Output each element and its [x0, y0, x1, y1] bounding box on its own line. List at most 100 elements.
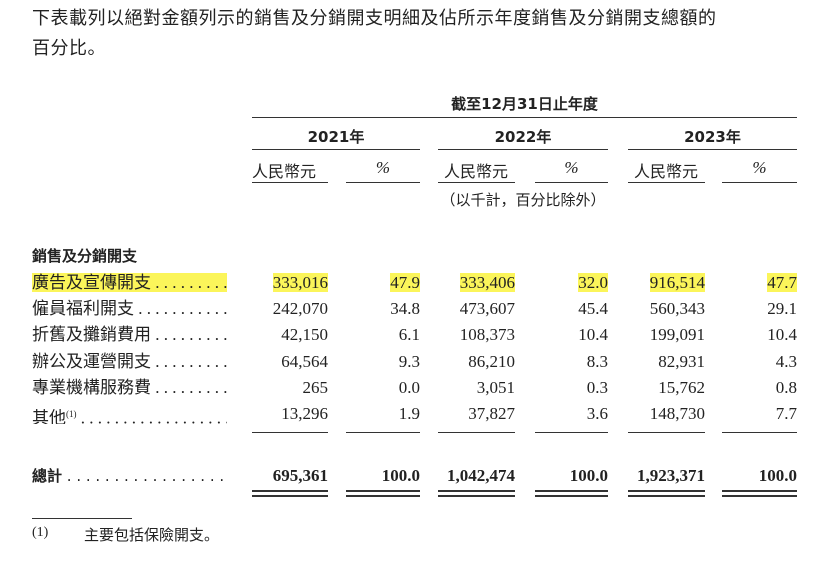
percent-value: 100.0: [569, 466, 608, 485]
amount-value: 148,730: [649, 404, 705, 423]
row-label: 廣告及宣傳開支 . . . . . . . . . . . . . . . . …: [32, 273, 227, 293]
row-label-text: 專業機構服務費: [32, 377, 151, 397]
table-cell: 37,827: [438, 404, 515, 424]
percent-value: 32.0: [578, 273, 608, 292]
percent-value: 29.1: [767, 299, 797, 319]
amount-value: 86,210: [468, 351, 515, 371]
amount-value: 13,296: [281, 404, 328, 423]
amount-value: 695,361: [272, 466, 328, 485]
table-cell: 0.3: [535, 378, 608, 398]
unit-note: （以千計，百分比除外）: [440, 191, 606, 209]
currency-2022: 人民幣元: [444, 162, 509, 181]
percent-value: 47.9: [390, 273, 420, 292]
percent-2023: %: [752, 158, 767, 177]
table-cell: 29.1: [722, 299, 797, 319]
table-cell: 3.6: [535, 404, 608, 424]
table-cell: 1,042,474: [438, 466, 515, 486]
table-cell: 916,514: [628, 273, 705, 293]
percent-value: 0.3: [586, 377, 608, 397]
table-cell: 7.7: [722, 404, 797, 424]
table-cell: 100.0: [346, 466, 420, 486]
table-cell: 34.8: [346, 299, 420, 319]
double-underline: [438, 490, 515, 492]
table-cell: 242,070: [252, 299, 328, 319]
footnote-text: 主要包括保險開支。: [84, 528, 220, 544]
double-underline: [722, 495, 797, 497]
percent-value: 100.0: [381, 466, 420, 485]
double-underline: [535, 495, 608, 497]
double-underline: [535, 490, 608, 492]
intro-line-1: 下表載列以絕對金額列示的銷售及分銷開支明細及佔所示年度銷售及分銷開支總額的: [32, 8, 717, 28]
table-cell: 333,406: [438, 273, 515, 293]
percent-2021: %: [375, 158, 391, 177]
leader-dots: . . . . . . . . . . . . . . . . . . . . …: [151, 273, 227, 292]
table-cell: 199,091: [628, 325, 705, 345]
table-cell: 1.9: [346, 404, 420, 424]
table-cell: 100.0: [535, 466, 608, 486]
leader-dots: . . . . . . . . . . . . . . . . . . . . …: [80, 408, 227, 424]
row-label-text: 廣告及宣傳開支: [32, 273, 151, 292]
column-rule: [722, 182, 797, 183]
table-cell: 10.4: [722, 325, 797, 345]
footnote-ref: (1): [66, 409, 77, 419]
table-cell: 1,923,371: [628, 466, 705, 486]
amount-value: 333,406: [459, 273, 515, 292]
row-label: 總計 . . . . . . . . . . . . . . . . . . .…: [32, 466, 227, 486]
year-2022: 2022年: [494, 128, 552, 146]
table-cell: 148,730: [628, 404, 705, 424]
percent-value: 10.4: [767, 325, 797, 345]
table-cell: 333,016: [252, 273, 328, 293]
subtotal-rule: [346, 432, 420, 433]
double-underline: [628, 495, 705, 497]
column-rule: [252, 182, 328, 183]
amount-value: 64,564: [281, 351, 328, 371]
currency-2021: 人民幣元: [252, 162, 317, 181]
header-rule: [252, 117, 797, 118]
amount-value: 199,091: [649, 325, 705, 345]
row-label: 其他(1) . . . . . . . . . . . . . . . . . …: [32, 404, 227, 424]
table-cell: 10.4: [535, 325, 608, 345]
percent-value: 9.3: [398, 351, 420, 371]
table-cell: 695,361: [252, 466, 328, 486]
subtotal-rule: [252, 432, 328, 433]
table-cell: 4.3: [722, 352, 797, 372]
table-cell: 9.3: [346, 352, 420, 372]
footnote-mark: (1): [32, 525, 49, 540]
amount-value: 1,923,371: [637, 466, 705, 485]
table-cell: 13,296: [252, 404, 328, 424]
row-label-text: 總計: [32, 467, 63, 485]
table-cell: 8.3: [535, 352, 608, 372]
amount-value: 3,051: [476, 377, 515, 397]
table-cell: 86,210: [438, 352, 515, 372]
table-cell: 47.9: [346, 273, 420, 293]
amount-value: 916,514: [649, 273, 705, 292]
table-cell: 32.0: [535, 273, 608, 293]
percent-value: 47.7: [767, 273, 797, 292]
table-cell: 15,762: [628, 378, 705, 398]
year-2023: 2023年: [684, 128, 741, 146]
leader-dots: . . . . . . . . . . . . . . . . . . . . …: [155, 325, 227, 345]
currency-2023: 人民幣元: [634, 162, 699, 181]
double-underline: [346, 490, 420, 492]
percent-value: 100.0: [758, 466, 797, 485]
row-label-text: 其他: [32, 408, 66, 424]
leader-dots: . . . . . . . . . . . . . . . . . . . . …: [155, 377, 227, 397]
amount-value: 265: [302, 377, 329, 397]
double-underline: [346, 495, 420, 497]
row-label: 辦公及運營開支 . . . . . . . . . . . . . . . . …: [32, 352, 227, 372]
table-cell: 100.0: [722, 466, 797, 486]
percent-value: 0.8: [775, 377, 797, 397]
amount-value: 473,607: [459, 299, 515, 319]
year-rule: [252, 149, 420, 150]
row-label: 專業機構服務費 . . . . . . . . . . . . . . . . …: [32, 378, 227, 398]
percent-value: 8.3: [586, 351, 608, 371]
amount-value: 333,016: [272, 273, 328, 292]
percent-value: 7.7: [775, 404, 797, 423]
subtotal-rule: [535, 432, 608, 433]
intro-line-2: 百分比。: [32, 38, 106, 58]
double-underline: [722, 490, 797, 492]
table-cell: 47.7: [722, 273, 797, 293]
double-underline: [438, 495, 515, 497]
percent-2022: %: [564, 158, 579, 177]
percent-value: 3.6: [586, 404, 608, 423]
